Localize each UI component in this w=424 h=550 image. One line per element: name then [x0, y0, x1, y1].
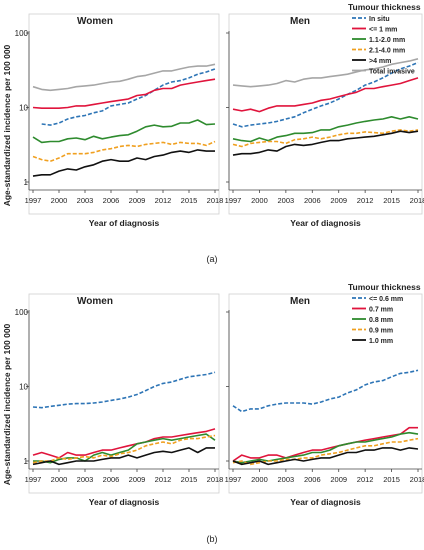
x-tick-label: 2000 — [51, 475, 68, 484]
x-tick-label: 2015 — [383, 196, 400, 205]
y-tick-label: 100 — [15, 308, 29, 317]
series-line-2-1-4-0-mm — [32, 140, 216, 162]
series-line--4-mm — [232, 130, 419, 156]
x-tick-label: 2003 — [77, 475, 94, 484]
x-axis-label: Year of diagnosis — [89, 497, 160, 507]
panel-frame — [28, 13, 220, 215]
legend-label: 2.1-4.0 mm — [369, 48, 405, 55]
legend-label: 0.7 mm — [369, 307, 393, 314]
x-tick-label: 2018 — [410, 196, 424, 205]
series-line--0-6-mm — [32, 371, 216, 409]
x-tick-label: 2000 — [51, 196, 68, 205]
x-tick-label: 2006 — [304, 475, 321, 484]
series-line-1-1-2-0-mm — [232, 116, 419, 143]
series-line--1-mm — [232, 77, 419, 113]
x-tick-label: 1997 — [25, 475, 42, 484]
panel-frame — [228, 13, 423, 215]
x-tick-label: 2003 — [278, 196, 295, 205]
x-tick-label: 2018 — [207, 475, 224, 484]
series-line-2-1-4-0-mm — [232, 129, 419, 148]
legend: Tumour thickness In situ <= 1 mm 1.1-2.0 mm… — [348, 2, 421, 76]
legend-label: 0.8 mm — [369, 317, 393, 324]
series-line-0-8-mm — [232, 431, 419, 464]
x-tick-label: 2000 — [251, 475, 268, 484]
legend: Tumour thickness <= 0.6 mm 0.7 mm 0.8 mm 0.9… — [348, 282, 421, 345]
series-line-1-1-2-0-mm — [32, 119, 216, 144]
x-tick-label: 2009 — [330, 196, 347, 205]
series-line--1-mm — [32, 78, 216, 109]
x-tick-label: 2012 — [155, 475, 172, 484]
x-tick-label: 2000 — [251, 196, 268, 205]
series-line--0-6-mm — [232, 369, 419, 413]
subplot-title: Women — [77, 296, 113, 307]
y-tick-label: 10 — [19, 383, 28, 392]
series-line-in-situ — [232, 61, 419, 128]
x-tick-label: 2006 — [304, 196, 321, 205]
x-tick-label: 2009 — [330, 475, 347, 484]
legend-label: <= 0.6 mm — [369, 296, 403, 303]
legend-label: >4 mm — [369, 58, 391, 65]
x-tick-label: 1997 — [25, 196, 42, 205]
y-axis-label: Age-standardized incidence per 100 000 — [2, 44, 12, 206]
subplot-men: Men 1997 2000 2003 2006 2009 2012 2015 2018 Year … — [225, 293, 424, 507]
y-axis-label: Age-standardized incidence per 100 000 — [2, 323, 12, 485]
legend-label: 1.0 mm — [369, 338, 393, 345]
y-tick-label: 1 — [24, 457, 29, 466]
y-tick-label: 1 — [24, 178, 29, 187]
y-tick-label: 10 — [19, 104, 28, 113]
panel-label: (b) — [207, 534, 218, 544]
legend-label: Total invasive — [369, 69, 415, 76]
panel-label: (a) — [207, 254, 218, 264]
series-line-total-invasive — [32, 63, 216, 92]
x-tick-label: 1997 — [225, 475, 242, 484]
subplot-title: Women — [77, 16, 113, 27]
x-tick-label: 2012 — [357, 196, 374, 205]
x-tick-label: 2006 — [103, 196, 120, 205]
x-tick-label: 2015 — [383, 475, 400, 484]
subplot-title: Men — [290, 16, 310, 27]
series-line-1-0-mm — [232, 447, 419, 466]
x-axis-label: Year of diagnosis — [89, 218, 160, 228]
x-tick-label: 2009 — [129, 475, 146, 484]
x-axis-label: Year of diagnosis — [290, 218, 361, 228]
legend-title: Tumour thickness — [348, 282, 421, 292]
x-tick-label: 2003 — [77, 196, 94, 205]
series-line-total-invasive — [232, 58, 419, 88]
legend-label: <= 1 mm — [369, 27, 397, 34]
legend-title: Tumour thickness — [348, 2, 421, 12]
series-line--4-mm — [32, 149, 215, 177]
x-tick-label: 2015 — [181, 196, 198, 205]
series-line-in-situ — [41, 68, 216, 126]
subplot-women: Women 1997 2000 2003 2006 2009 2012 2015 2018 Yea… — [25, 13, 224, 228]
subplot-men: Men 1997 2000 2003 2006 2009 2012 2015 2018 Year … — [225, 13, 424, 228]
legend-label: In situ — [369, 16, 390, 23]
y-tick-label: 100 — [15, 29, 29, 38]
chart-1: Age-standardized incidence per 100 000 1 1… — [2, 2, 424, 264]
x-tick-label: 1997 — [225, 196, 242, 205]
x-axis-label: Year of diagnosis — [290, 497, 361, 507]
series-line-0-7-mm — [232, 426, 418, 462]
subplot-women: Women 1997 2000 2003 2006 2009 2012 2015 2018 Yea… — [25, 293, 224, 507]
x-tick-label: 2012 — [357, 475, 374, 484]
x-tick-label: 2006 — [103, 475, 120, 484]
series-line-0-9-mm — [32, 434, 216, 464]
x-tick-label: 2009 — [129, 196, 146, 205]
x-tick-label: 2015 — [181, 475, 198, 484]
x-tick-label: 2018 — [410, 475, 424, 484]
legend-label: 0.9 mm — [369, 328, 393, 335]
chart-2: Age-standardized incidence per 100 000 1 1… — [2, 282, 424, 544]
series-line-0-7-mm — [32, 428, 216, 459]
x-tick-label: 2003 — [278, 475, 295, 484]
series-line-1-0-mm — [32, 447, 215, 466]
x-tick-label: 2012 — [155, 196, 172, 205]
subplot-title: Men — [290, 296, 310, 307]
legend-label: 1.1-2.0 mm — [369, 37, 405, 44]
x-tick-label: 2018 — [207, 196, 224, 205]
